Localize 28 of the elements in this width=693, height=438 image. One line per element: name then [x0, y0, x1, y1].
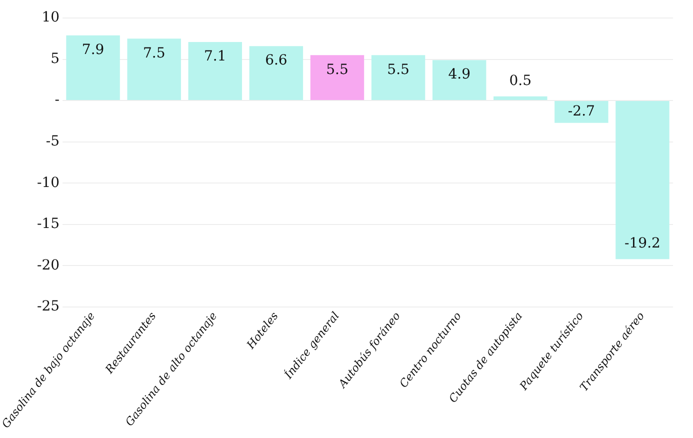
data-label: 5.5 — [326, 62, 348, 78]
data-label: 7.1 — [204, 48, 226, 65]
bar — [494, 96, 548, 100]
bar — [188, 42, 242, 100]
y-tick-label: -25 — [36, 298, 60, 315]
data-label: 6.6 — [265, 52, 288, 69]
data-label: 5.5 — [387, 62, 410, 78]
y-tick-label: -10 — [36, 174, 60, 191]
bar — [554, 101, 608, 123]
bar — [616, 101, 670, 260]
y-tick-label: 5 — [50, 50, 60, 67]
data-label: -2.7 — [568, 104, 595, 120]
data-label: 7.5 — [142, 45, 166, 62]
y-tick-label: -20 — [36, 257, 60, 274]
data-label: -19.2 — [624, 236, 660, 252]
data-label: 7.9 — [82, 42, 104, 58]
data-label: 0.5 — [509, 73, 532, 90]
data-label: 4.9 — [448, 66, 470, 83]
y-tick-label: -5 — [46, 133, 60, 150]
y-tick-label: - — [54, 92, 60, 108]
bar — [371, 55, 426, 100]
y-tick-label: -15 — [36, 216, 60, 232]
bar — [432, 60, 486, 100]
bar — [66, 35, 120, 100]
y-tick-label: 10 — [42, 10, 60, 26]
bar — [249, 46, 304, 100]
bar — [310, 55, 364, 100]
bar — [127, 38, 181, 100]
